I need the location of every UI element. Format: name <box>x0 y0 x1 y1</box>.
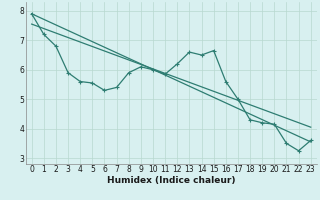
X-axis label: Humidex (Indice chaleur): Humidex (Indice chaleur) <box>107 176 236 185</box>
